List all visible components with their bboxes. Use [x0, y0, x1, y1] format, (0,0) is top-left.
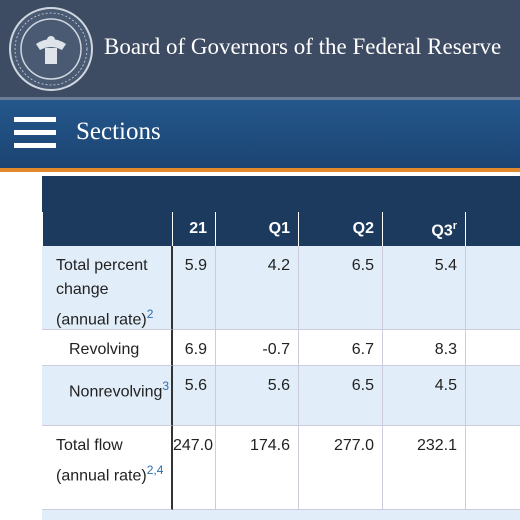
next-row — [42, 510, 520, 520]
data-cell: 6.5 — [298, 366, 382, 426]
data-cell: 5 — [465, 366, 520, 426]
data-cell: 6.7 — [298, 330, 382, 366]
column-label: 21 — [189, 220, 207, 237]
column-header: Q3r — [382, 212, 465, 246]
row-label: Revolving — [42, 330, 173, 366]
column-header: 21 — [172, 212, 215, 246]
data-cell: 5.6 — [172, 366, 215, 426]
column-label: Q2 — [352, 220, 374, 237]
row-label: Nonrevolving3 — [42, 366, 173, 426]
sections-label[interactable]: Sections — [76, 118, 161, 145]
data-cell: 6.5 — [298, 246, 382, 330]
superscript: r — [452, 220, 457, 232]
column-header: Q4r — [465, 212, 520, 246]
accent-line — [0, 168, 520, 172]
column-header: Q1 — [215, 212, 298, 246]
data-cell: 5.9 — [172, 246, 215, 330]
label-text: Total percent change (annual rate) — [56, 257, 148, 329]
sections-bar — [0, 100, 520, 168]
data-cell: 4.5 — [382, 366, 465, 426]
superscript: 3 — [162, 379, 170, 393]
column-label: Q3 — [431, 222, 453, 240]
column-label: Q1 — [268, 220, 290, 237]
data-cell: 277.0 — [298, 426, 382, 510]
data-cell: -0.7 — [215, 330, 298, 366]
row-label: Total flow (annual rate)2,4 — [42, 426, 173, 510]
data-cell: 4.2 — [215, 246, 298, 330]
data-cell: 247.0 — [172, 426, 215, 510]
seal-logo[interactable] — [8, 6, 94, 92]
column-header: Q2 — [298, 212, 382, 246]
label-text: Nonrevolving — [69, 383, 163, 401]
data-cell: 5.6 — [215, 366, 298, 426]
label-text: Revolving — [69, 341, 140, 358]
data-cell: 232.1 — [382, 426, 465, 510]
table-caption-row — [42, 176, 520, 212]
data-cell: 5.4 — [382, 246, 465, 330]
data-cell: 1 — [465, 330, 520, 366]
site-title[interactable]: Board of Governors of the Federal Reserv… — [104, 34, 502, 59]
divider — [0, 97, 520, 100]
data-cell: 8.3 — [382, 330, 465, 366]
data-cell: 6.9 — [172, 330, 215, 366]
superscript: 2,4 — [146, 463, 164, 477]
label-text: Total flow (annual rate) — [56, 437, 147, 485]
data-cell: 304 — [465, 426, 520, 510]
superscript: 2 — [146, 307, 154, 321]
cell — [465, 246, 520, 330]
row-label: Total percent change (annual rate)2 — [42, 246, 173, 330]
menu-icon[interactable] — [14, 117, 56, 149]
data-cell: 174.6 — [215, 426, 298, 510]
header-cell — [42, 212, 172, 246]
